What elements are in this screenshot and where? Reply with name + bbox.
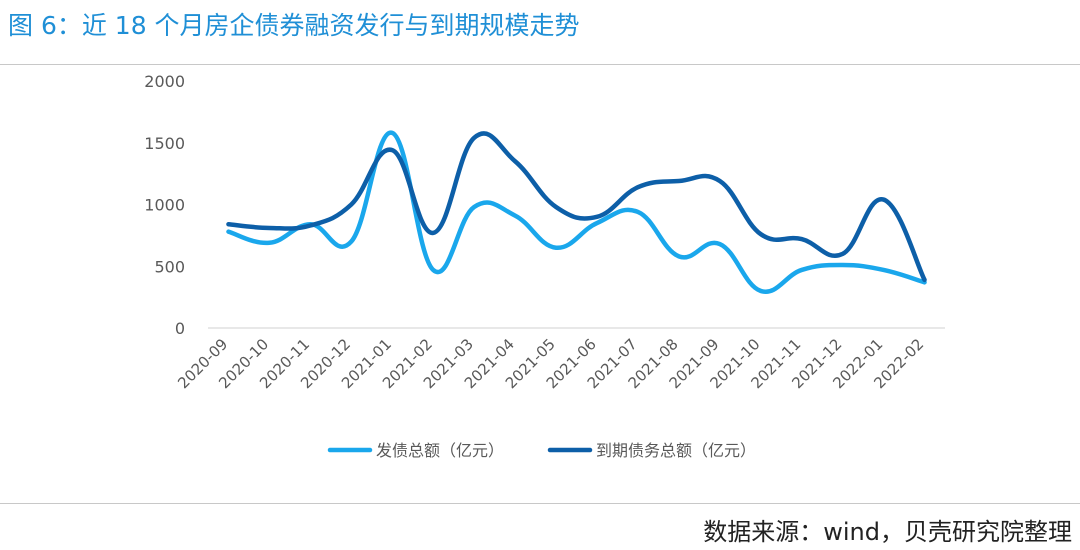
legend-label: 发债总额（亿元） bbox=[376, 441, 504, 460]
series-line-2 bbox=[226, 131, 927, 283]
chart-title: 图 6：近 18 个月房企债券融资发行与到期规模走势 bbox=[8, 11, 580, 40]
legend: 发债总额（亿元） 到期债务总额（亿元） bbox=[327, 441, 756, 460]
line-chart: 0 500 1000 1500 2000 2020-092020-102020-1120… bbox=[144, 72, 945, 460]
series-line-1 bbox=[226, 130, 927, 294]
bottom-divider bbox=[0, 503, 1080, 504]
y-tick-label: 2000 bbox=[144, 72, 185, 91]
legend-label: 到期债务总额（亿元） bbox=[596, 441, 756, 460]
y-tick-label: 1000 bbox=[144, 196, 185, 215]
top-divider bbox=[0, 64, 1080, 65]
series-lines bbox=[226, 130, 927, 294]
y-axis-ticks: 0 500 1000 1500 2000 bbox=[144, 72, 185, 338]
data-source: 数据来源：wind，贝壳研究院整理 bbox=[703, 518, 1072, 546]
x-axis-ticks: 2020-092020-102020-112020-122021-012021-… bbox=[174, 335, 927, 392]
y-tick-label: 0 bbox=[175, 319, 185, 338]
y-tick-label: 500 bbox=[154, 257, 185, 276]
y-tick-label: 1500 bbox=[144, 134, 185, 153]
